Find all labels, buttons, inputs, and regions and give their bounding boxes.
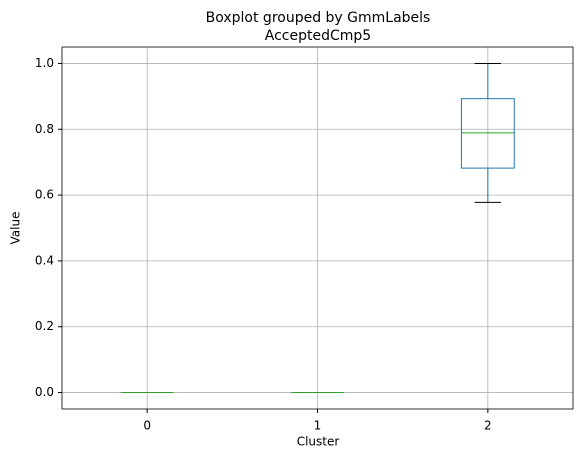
- y-tick-label: 1.0: [35, 56, 54, 70]
- y-axis-label: Value: [9, 212, 23, 245]
- x-tick-label: 0: [143, 419, 151, 433]
- plot-frame: [61, 46, 574, 410]
- y-tick-label: 0.6: [35, 188, 54, 202]
- chart-title: Boxplot grouped by GmmLabels: [206, 10, 431, 26]
- y-tick-label: 0.4: [35, 253, 54, 267]
- x-tick-label: 1: [314, 419, 322, 433]
- y-tick-label: 0.0: [35, 385, 54, 399]
- y-tick-label: 0.2: [35, 319, 54, 333]
- chart-subtitle: AcceptedCmp5: [265, 28, 371, 44]
- x-axis-label: Cluster: [297, 435, 340, 449]
- y-tick-label: 0.8: [35, 122, 54, 136]
- x-tick-label: 2: [484, 419, 492, 433]
